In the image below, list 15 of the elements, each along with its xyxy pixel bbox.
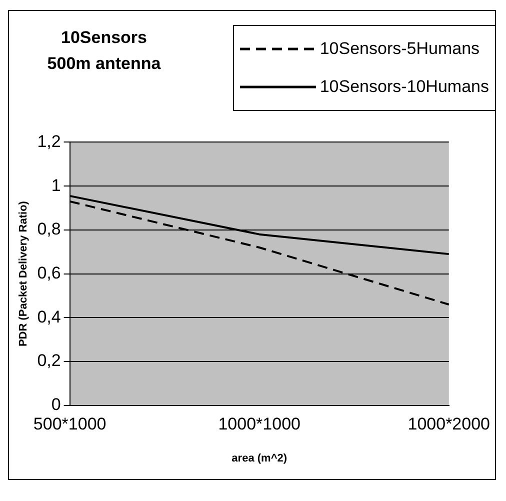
y-tick-label: 0 <box>51 395 61 414</box>
x-axis-title: area (m^2) <box>232 452 288 464</box>
legend-label: 10Sensors-10Humans <box>320 77 489 97</box>
legend-label: 10Sensors-5Humans <box>320 39 480 59</box>
x-tick-label: 1000*2000 <box>408 414 490 434</box>
y-tick-label: 1 <box>51 176 61 195</box>
y-tick-label: 0,4 <box>37 307 61 326</box>
y-tick-label: 0,2 <box>37 351 61 370</box>
y-tick-label: 0,8 <box>37 220 61 239</box>
y-axis-title: PDR (Packet Delivery Ratio) <box>18 200 30 347</box>
x-tick-label: 1000*1000 <box>218 414 300 434</box>
x-tick-label: 500*1000 <box>33 414 106 434</box>
y-tick-label: 0,6 <box>37 263 61 282</box>
y-tick-label: 1,2 <box>37 132 61 151</box>
chart-title: 10Sensors 500m antenna <box>46 27 162 75</box>
